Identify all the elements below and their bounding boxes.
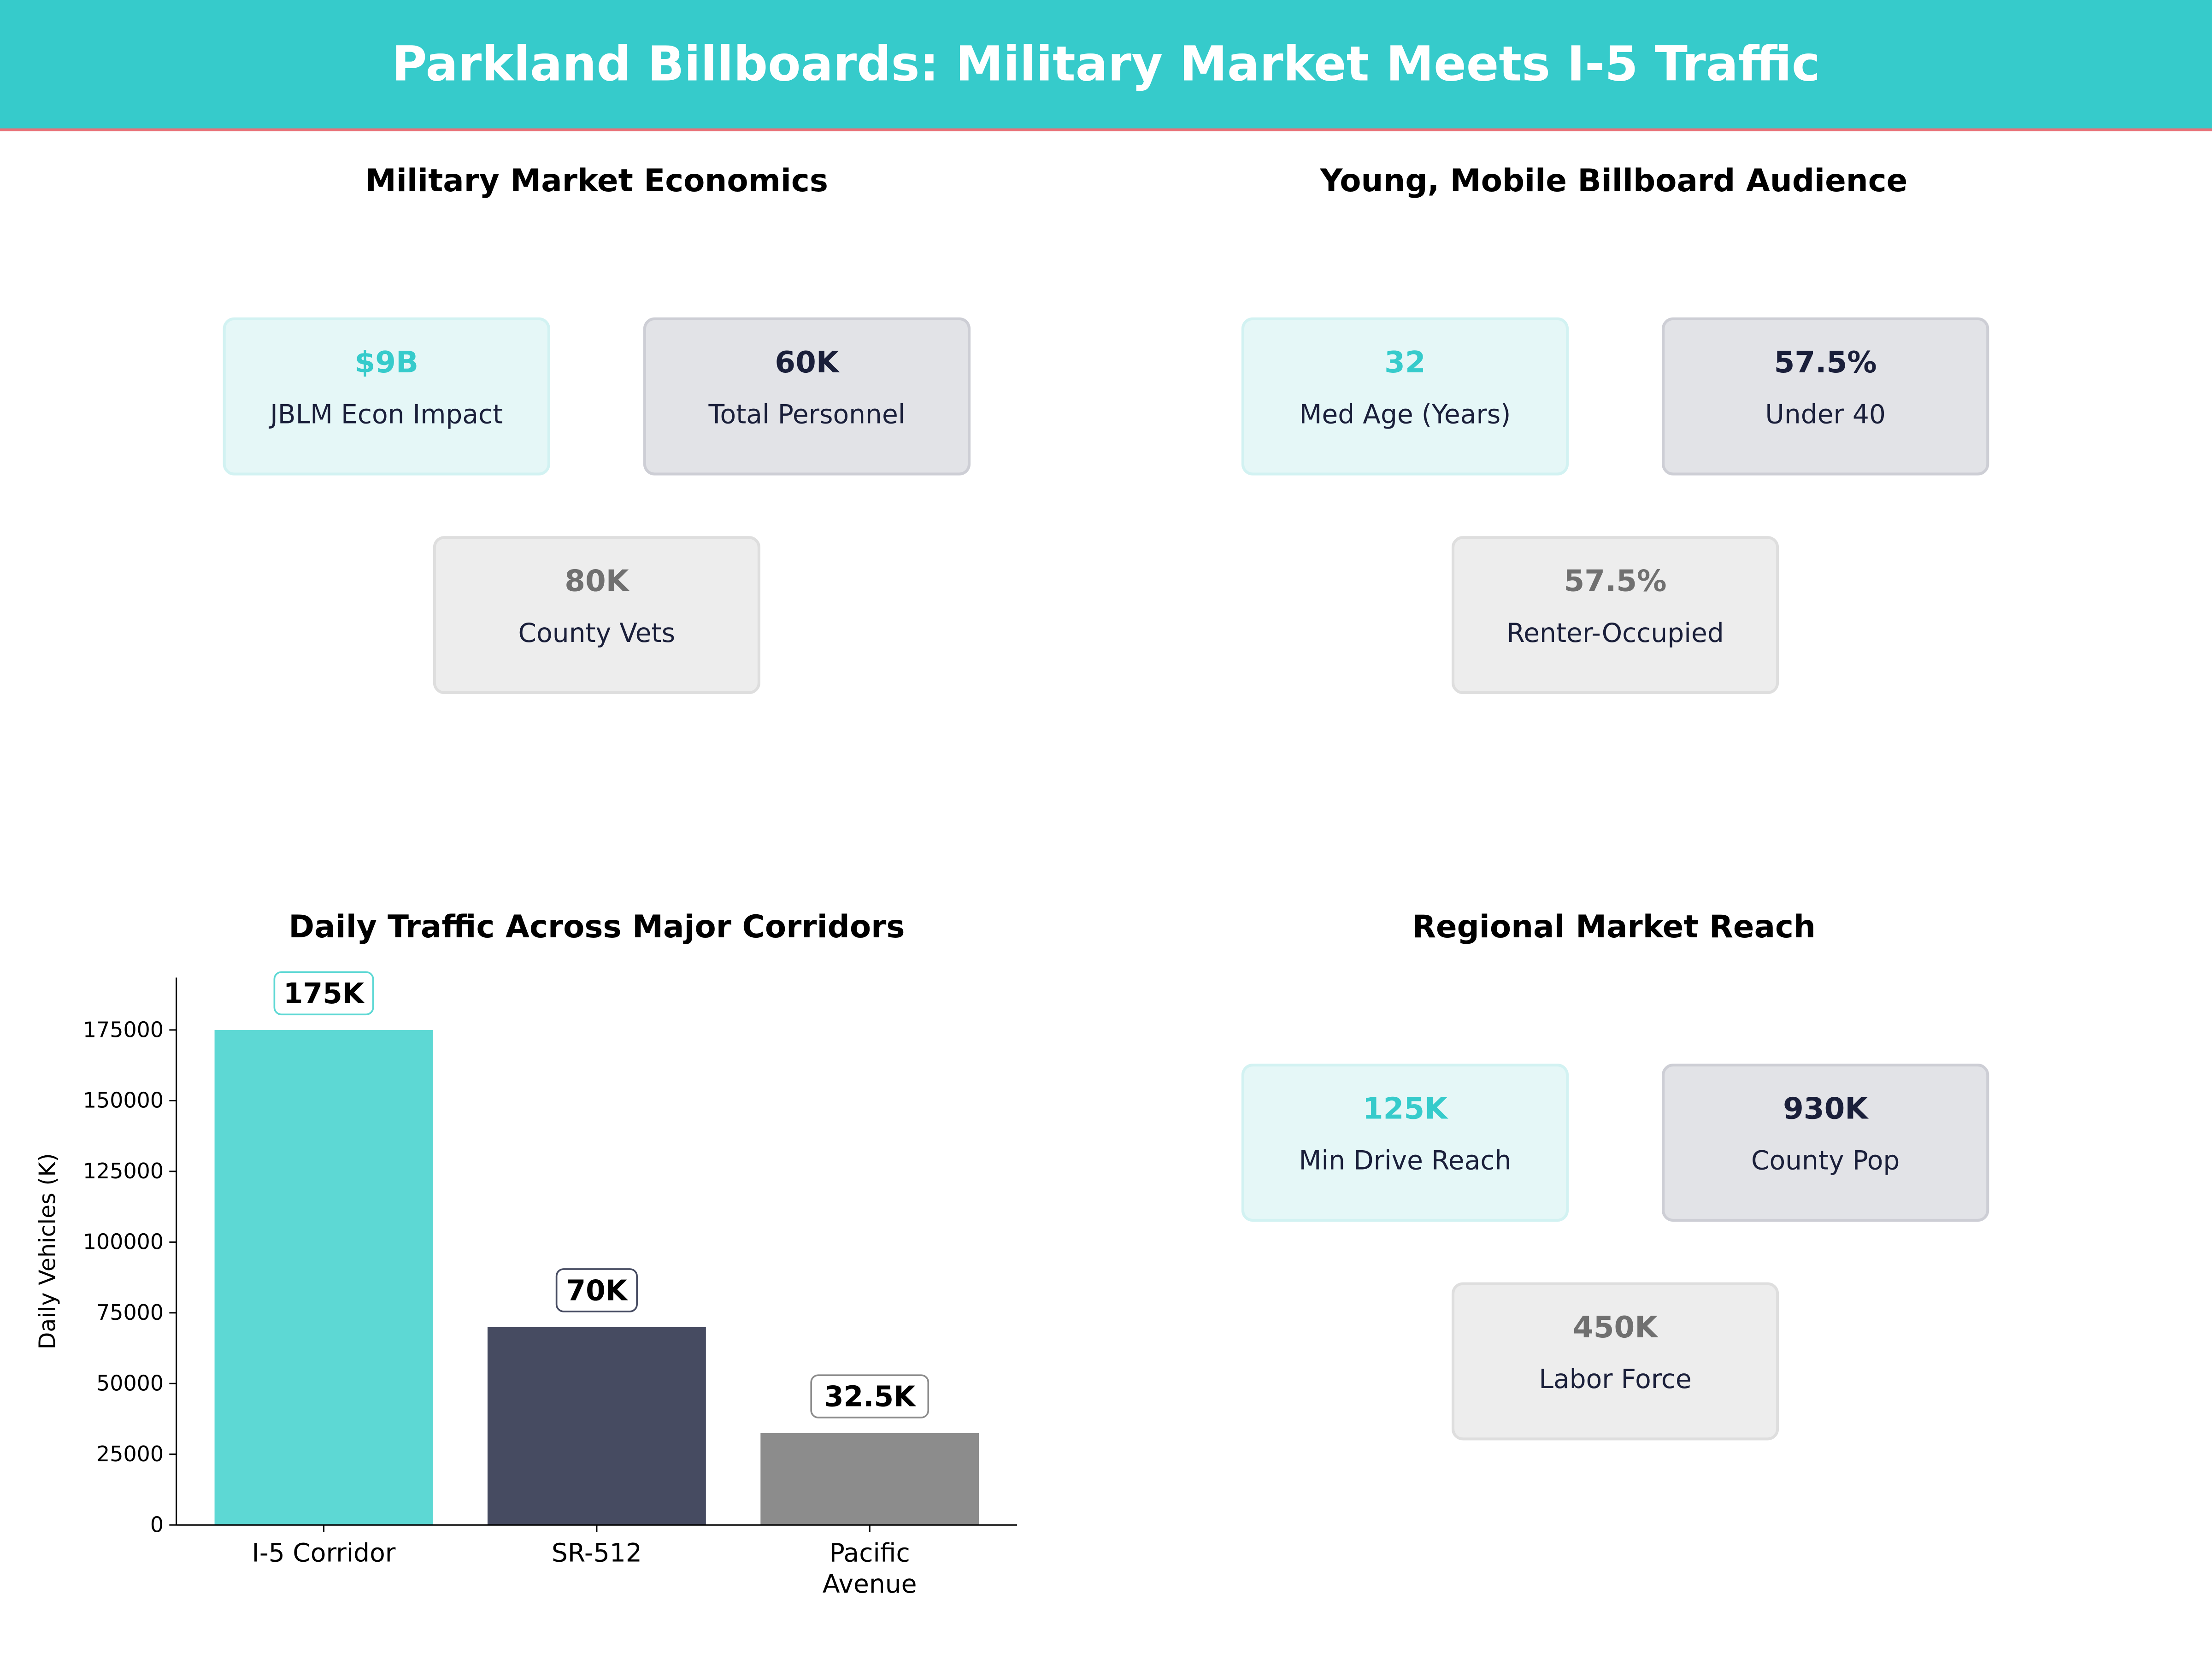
panel-title-audience: Young, Mobile Billboard Audience (1320, 164, 1908, 200)
stat-card-jblm-impact: $9B JBLM Econ Impact (223, 317, 550, 476)
y-tick-label-7: 175000 (83, 1017, 164, 1042)
data-label-0: 175K (283, 977, 365, 1010)
y-tick-label-1: 25000 (96, 1441, 164, 1466)
data-label-box-2 (810, 1374, 930, 1418)
chart-title: Daily Traffic Across Major Corridors (288, 911, 905, 946)
data-label-1: 70K (566, 1274, 629, 1307)
stat-label: Renter-Occupied (1506, 619, 1724, 649)
page-title: Parkland Billboards: Military Market Mee… (392, 36, 1820, 93)
stat-card-under-40: 57.5% Under 40 (1662, 317, 1989, 476)
bar-0 (214, 1030, 433, 1525)
stat-value: 80K (565, 564, 629, 598)
stat-card-personnel: 60K Total Personnel (643, 317, 971, 476)
stat-label: Labor Force (1539, 1365, 1692, 1395)
y-tick-label-0: 0 (150, 1512, 164, 1537)
y-tick-label-3: 75000 (96, 1300, 164, 1325)
stat-card-county-pop: 930K County Pop (1662, 1064, 1989, 1222)
stat-value: 450K (1573, 1310, 1658, 1345)
stat-card-vets: 80K County Vets (433, 536, 760, 694)
data-label-2: 32.5K (824, 1381, 917, 1413)
stat-card-median-age: 32 Med Age (Years) (1241, 317, 1569, 476)
y-tick-label-5: 125000 (83, 1159, 164, 1183)
y-tick-label-4: 100000 (83, 1230, 164, 1254)
stat-label: Min Drive Reach (1299, 1147, 1512, 1177)
panel-title-reach: Regional Market Reach (1412, 911, 1816, 946)
stat-value: 57.5% (1774, 345, 1877, 380)
stat-label: County Vets (518, 619, 676, 649)
data-label-box-1 (555, 1268, 638, 1312)
stat-label: County Pop (1751, 1147, 1900, 1177)
stat-value: 32 (1384, 345, 1426, 380)
stat-card-drive-reach: 125K Min Drive Reach (1241, 1064, 1569, 1222)
panel-title-military: Military Market Economics (365, 164, 828, 200)
data-label-box-0 (273, 971, 374, 1016)
stat-value: 125K (1362, 1092, 1447, 1126)
y-tick-label-2: 50000 (96, 1371, 164, 1396)
stat-value: 60K (775, 345, 839, 380)
x-tick-label-0: I-5 Corridor (252, 1538, 396, 1568)
stat-value: $9B (354, 345, 418, 380)
stat-value: 57.5% (1564, 564, 1667, 598)
x-tick-label-1: SR-512 (552, 1538, 642, 1568)
y-tick-label-6: 150000 (83, 1088, 164, 1113)
y-axis-label: Daily Vehicles (K) (34, 1153, 60, 1349)
x-tick-label-2: Avenue (823, 1569, 917, 1599)
bar-1 (487, 1327, 706, 1525)
stat-label: Under 40 (1765, 400, 1886, 430)
stat-card-renter: 57.5% Renter-Occupied (1451, 536, 1779, 694)
stat-label: JBLM Econ Impact (270, 400, 503, 430)
stat-card-labor-force: 450K Labor Force (1451, 1282, 1779, 1441)
header-banner: Parkland Billboards: Military Market Mee… (0, 0, 2212, 131)
x-tick-label-2: Pacific (830, 1538, 910, 1568)
stat-label: Med Age (Years) (1299, 400, 1511, 430)
stat-label: Total Personnel (708, 400, 906, 430)
stat-value: 930K (1783, 1092, 1868, 1126)
bar-2 (760, 1433, 979, 1525)
